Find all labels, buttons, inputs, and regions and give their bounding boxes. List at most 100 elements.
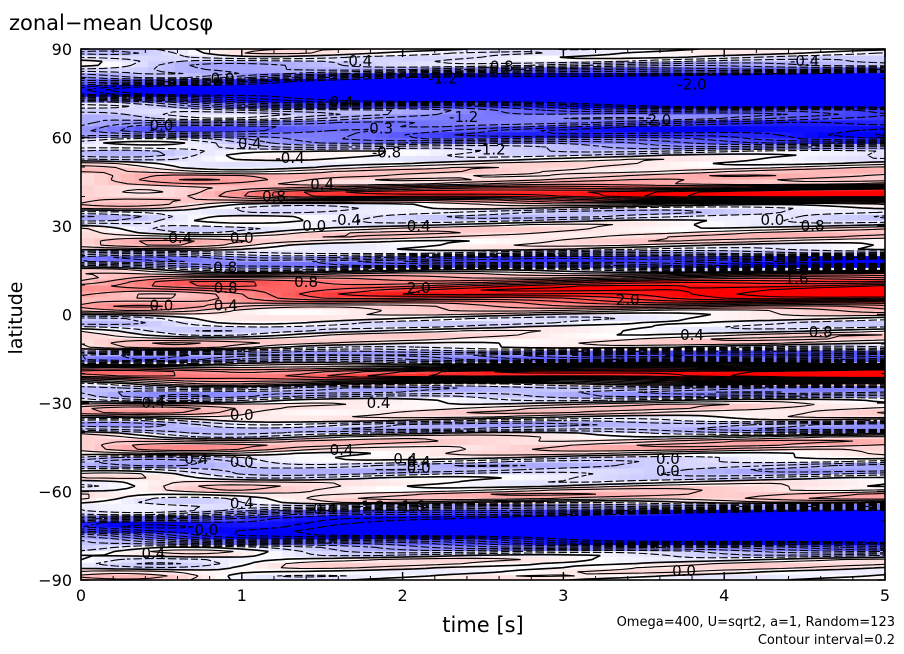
heatmap-cell	[255, 544, 270, 552]
heatmap-cell	[617, 214, 631, 221]
heatmap-cell	[107, 296, 122, 304]
heatmap-cell	[684, 96, 698, 103]
heatmap-cell	[322, 314, 337, 321]
heatmap-cell	[483, 285, 497, 292]
heatmap-cell	[228, 125, 243, 133]
heatmap-cell	[349, 226, 363, 233]
heatmap-cell	[804, 290, 819, 298]
heatmap-cell	[416, 403, 430, 410]
heatmap-cell	[335, 526, 350, 534]
heatmap-cell	[282, 220, 296, 227]
heatmap-cell	[241, 108, 256, 115]
heatmap-cell	[670, 332, 685, 339]
heatmap-cell	[268, 408, 283, 416]
heatmap-cell	[121, 190, 136, 198]
heatmap-cell	[429, 261, 444, 268]
heatmap-cell	[268, 314, 283, 321]
heatmap-cell	[215, 66, 229, 74]
heatmap-cell	[416, 515, 430, 522]
heatmap-cell	[81, 149, 95, 156]
heatmap-cell	[469, 149, 484, 156]
heatmap-cell	[697, 214, 712, 221]
heatmap-cell	[228, 290, 243, 298]
heatmap-cell	[335, 556, 350, 563]
heatmap-cell	[161, 137, 176, 144]
heatmap-cell	[335, 320, 350, 327]
heatmap-cell	[268, 349, 283, 357]
heatmap-cell	[536, 113, 551, 121]
heatmap-cell	[148, 72, 162, 80]
heatmap-cell	[402, 54, 417, 62]
heatmap-cell	[295, 178, 310, 186]
heatmap-cell	[469, 562, 484, 569]
heatmap-cell	[710, 119, 725, 127]
heatmap-cell	[81, 526, 95, 534]
heatmap-cell	[710, 550, 725, 557]
heatmap-cell	[295, 285, 310, 292]
heatmap-cell	[402, 49, 417, 56]
heatmap-cell	[536, 72, 551, 80]
heatmap-cell	[81, 255, 95, 262]
heatmap-cell	[241, 137, 256, 144]
heatmap-cell	[81, 432, 95, 439]
heatmap-cell	[724, 574, 739, 580]
heatmap-cell	[228, 102, 243, 109]
heatmap-cell	[657, 462, 672, 469]
heatmap-cell	[362, 261, 377, 268]
heatmap-cell	[389, 438, 404, 445]
heatmap-cell	[282, 261, 296, 268]
heatmap-cell	[550, 226, 564, 233]
heatmap-cell	[536, 556, 551, 563]
heatmap-cell	[523, 237, 538, 245]
heatmap-cell	[161, 532, 176, 540]
heatmap-cell	[228, 467, 243, 475]
heatmap-cell	[751, 190, 765, 198]
heatmap-cell	[349, 119, 363, 127]
heatmap-cell	[710, 355, 725, 363]
heatmap-cell	[228, 438, 243, 445]
heatmap-cell	[215, 355, 229, 363]
heatmap-cell	[349, 349, 363, 357]
heatmap-cell	[121, 202, 136, 209]
heatmap-cell	[134, 255, 149, 262]
heatmap-cell	[362, 249, 377, 257]
heatmap-cell	[375, 326, 390, 333]
heatmap-cell	[456, 273, 471, 280]
heatmap-cell	[335, 243, 350, 251]
heatmap-cell	[657, 273, 672, 280]
heatmap-cell	[308, 574, 323, 580]
heatmap-cell	[188, 202, 203, 209]
heatmap-cell	[496, 226, 511, 233]
heatmap-cell	[670, 190, 685, 198]
heatmap-cell	[483, 544, 497, 552]
heatmap-cell	[94, 391, 109, 398]
heatmap-cell	[818, 562, 832, 569]
heatmap-cell	[550, 296, 564, 304]
heatmap-cell	[710, 414, 725, 422]
heatmap-cell	[630, 503, 645, 510]
heatmap-cell	[295, 60, 310, 68]
heatmap-cell	[456, 349, 471, 357]
heatmap-cell	[228, 426, 243, 434]
heatmap-cell	[148, 509, 162, 516]
heatmap-cell	[161, 84, 176, 91]
heatmap-cell	[697, 226, 712, 233]
heatmap-cell	[241, 391, 256, 398]
heatmap-cell	[295, 456, 310, 463]
heatmap-cell	[684, 332, 698, 339]
heatmap-cell	[201, 167, 216, 174]
heatmap-cell	[282, 373, 296, 380]
heatmap-cell	[81, 408, 95, 416]
heatmap-cell	[134, 556, 149, 563]
heatmap-cell	[590, 550, 605, 557]
heatmap-cell	[804, 155, 819, 162]
heatmap-cell	[174, 344, 189, 351]
heatmap-cell	[322, 214, 337, 221]
heatmap-cell	[228, 155, 243, 162]
heatmap-cell	[456, 66, 471, 74]
heatmap-cell	[617, 285, 631, 292]
heatmap-cell	[282, 326, 296, 333]
heatmap-cell	[657, 119, 672, 127]
heatmap-cell	[107, 267, 122, 274]
heatmap-cell	[215, 113, 229, 121]
